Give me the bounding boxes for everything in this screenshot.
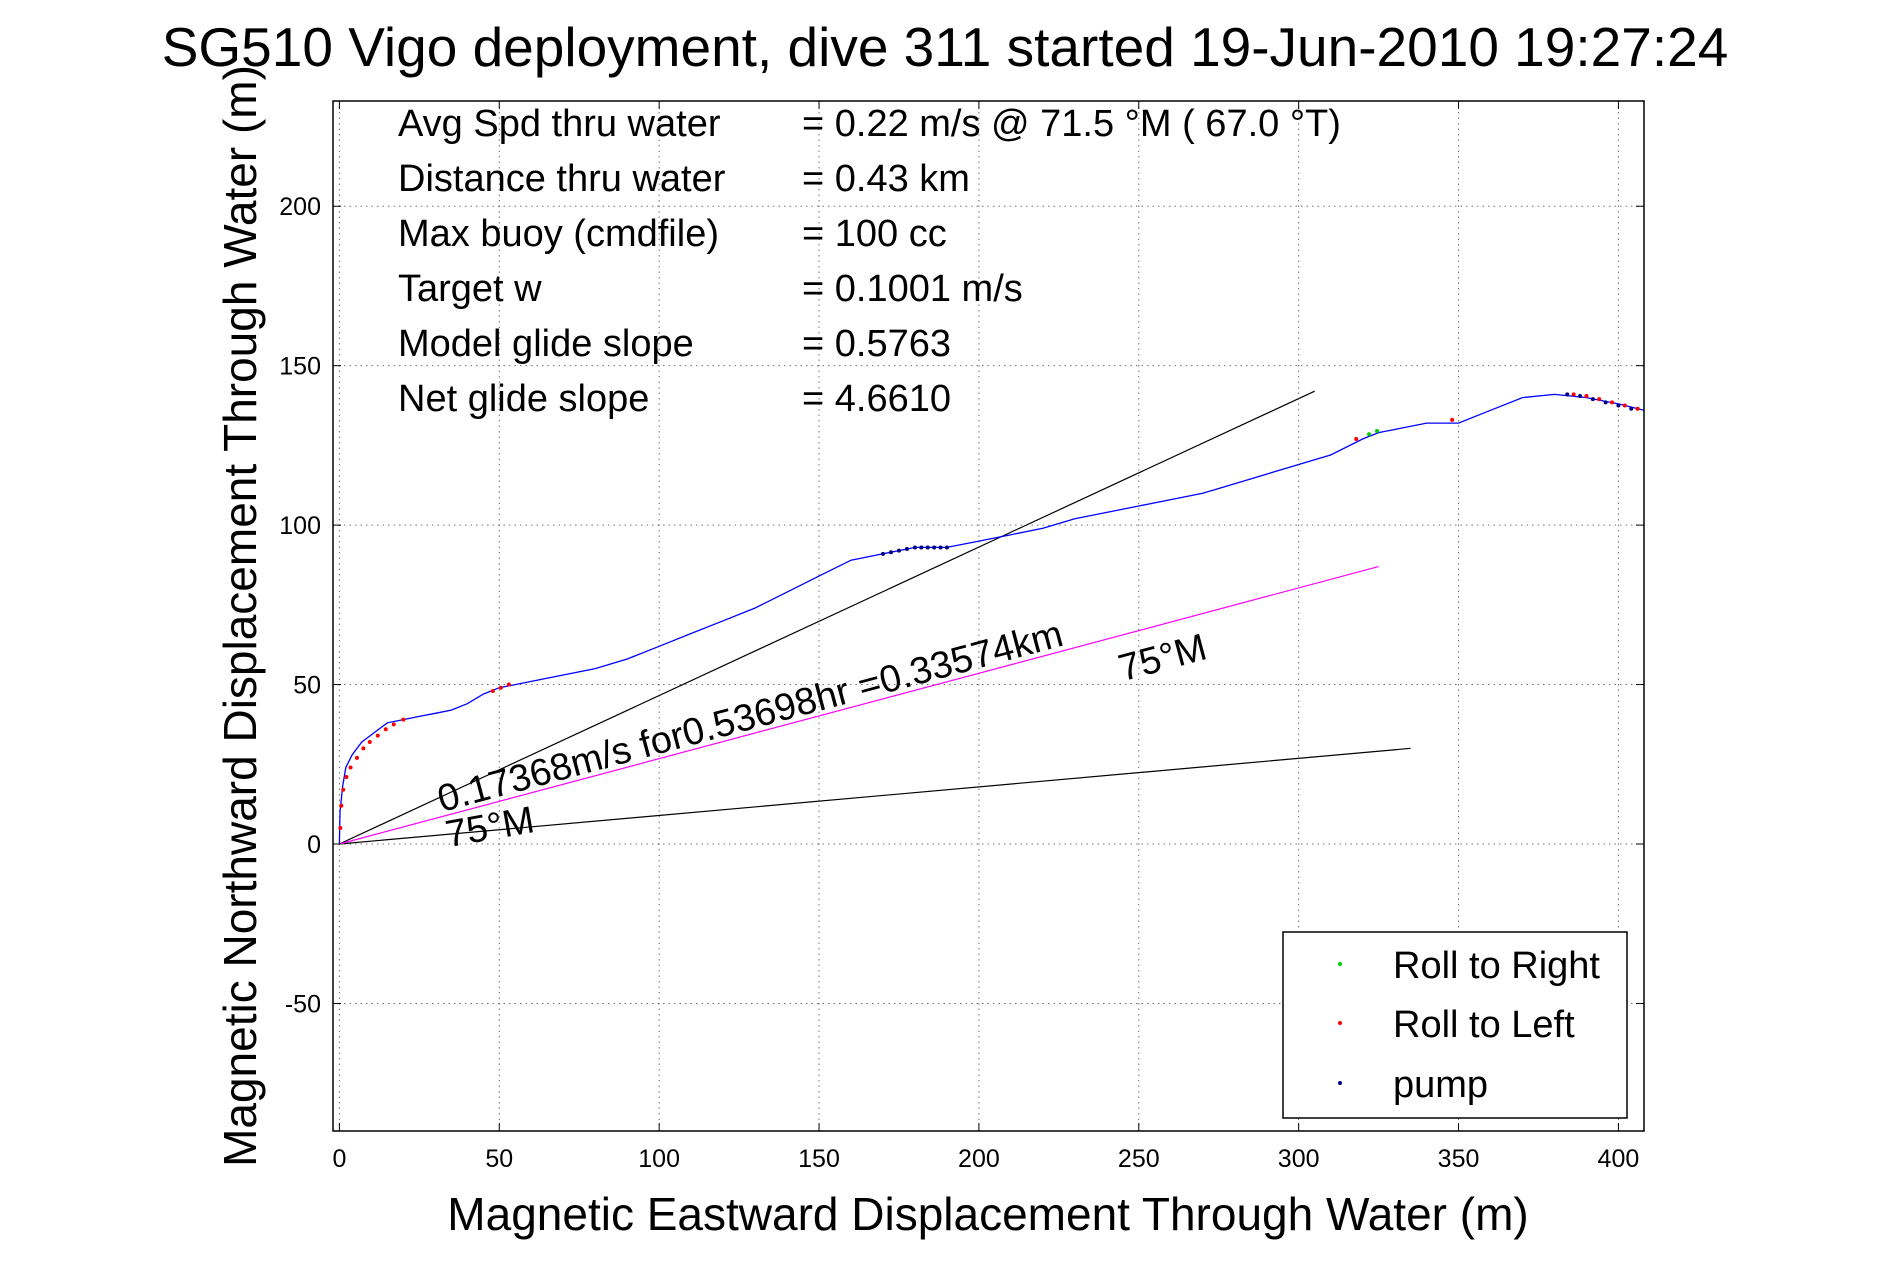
roll-left-marker xyxy=(1584,393,1589,398)
roll-left-marker xyxy=(341,787,346,792)
chart-title: SG510 Vigo deployment, dive 311 started … xyxy=(162,16,1729,78)
y-axis-label: Magnetic Northward Displacement Through … xyxy=(214,65,266,1167)
current-vector-line xyxy=(339,565,1379,845)
y-tick-label: 0 xyxy=(307,831,321,859)
info-value-model-glide: = 0.5763 xyxy=(802,323,951,365)
pump-marker xyxy=(1590,397,1595,402)
pump-marker xyxy=(944,545,949,550)
x-tick-label: 350 xyxy=(1438,1145,1480,1173)
roll-left-marker xyxy=(339,803,344,808)
pump-marker xyxy=(1578,393,1583,398)
roll-right-marker xyxy=(1367,432,1372,437)
pump-marker xyxy=(932,545,937,550)
plot-frame xyxy=(332,100,1645,1132)
roll-left-marker xyxy=(1597,397,1602,402)
pump-marker xyxy=(896,548,901,553)
legend-marker-roll-right xyxy=(1338,962,1342,966)
heading-label-upper: 75°M xyxy=(1114,626,1211,690)
roll-left-marker xyxy=(361,746,366,751)
roll-left-marker xyxy=(391,722,396,727)
roll-left-marker xyxy=(506,682,511,687)
y-tick-label: 150 xyxy=(279,353,321,381)
roll-left-marker xyxy=(367,739,372,744)
info-label-avg-speed: Avg Spd thru water xyxy=(398,103,721,145)
legend-marker-pump xyxy=(1338,1081,1342,1085)
y-tick-label: -50 xyxy=(285,990,321,1018)
roll-left-marker xyxy=(348,765,353,770)
info-value-distance: = 0.43 km xyxy=(802,158,970,200)
model-glide-line-lower xyxy=(339,747,1411,845)
pump-marker xyxy=(925,545,930,550)
legend-label-roll-left: Roll to Left xyxy=(1393,1004,1575,1046)
pump-marker xyxy=(1629,406,1634,411)
plot-annotations: 0.17368m/s for0.53698hr =0.33574km 75°M75… xyxy=(433,613,1211,856)
pump-marker xyxy=(912,545,917,550)
roll-left-marker xyxy=(375,733,380,738)
x-tick-label: 300 xyxy=(1278,1145,1320,1173)
y-tick-label: 200 xyxy=(279,193,321,221)
legend-label-roll-right: Roll to Right xyxy=(1393,945,1600,987)
plot-marks xyxy=(338,390,1645,845)
x-tick-label: 150 xyxy=(798,1145,840,1173)
pump-marker xyxy=(1603,400,1608,405)
roll-left-marker xyxy=(344,775,349,780)
roll-left-marker xyxy=(1571,392,1576,397)
pump-marker xyxy=(888,550,893,555)
info-label-net-glide: Net glide slope xyxy=(398,378,649,420)
info-label-model-glide: Model glide slope xyxy=(398,323,694,365)
roll-left-marker xyxy=(498,685,503,690)
info-value-target-w: = 0.1001 m/s xyxy=(802,268,1023,310)
info-label-max-buoy: Max buoy (cmdfile) xyxy=(398,213,719,255)
info-text-block: Avg Spd thru water = 0.22 m/s @ 71.5 °M … xyxy=(398,103,1341,420)
info-value-avg-speed: = 0.22 m/s @ 71.5 °M ( 67.0 °T) xyxy=(802,103,1341,145)
roll-right-marker xyxy=(1375,429,1380,434)
pump-marker xyxy=(1565,392,1570,397)
roll-left-marker xyxy=(383,727,388,732)
roll-left-marker xyxy=(1450,417,1455,422)
y-tick-label: 100 xyxy=(279,512,321,540)
pump-marker xyxy=(919,545,924,550)
roll-left-marker xyxy=(1354,437,1359,442)
info-label-distance: Distance thru water xyxy=(398,158,726,200)
roll-left-marker xyxy=(1610,400,1615,405)
model-glide-line-upper xyxy=(339,390,1315,845)
speed-annotation: 0.17368m/s for0.53698hr =0.33574km xyxy=(433,613,1067,821)
roll-left-marker xyxy=(1635,406,1640,411)
legend-label-pump: pump xyxy=(1393,1064,1488,1106)
x-tick-label: 0 xyxy=(332,1145,346,1173)
y-tick-label: 50 xyxy=(293,672,321,700)
roll-left-marker xyxy=(1622,403,1627,408)
info-value-net-glide: = 4.6610 xyxy=(802,378,951,420)
info-value-max-buoy: = 100 cc xyxy=(802,213,947,255)
x-tick-label: 400 xyxy=(1598,1145,1640,1173)
x-tick-label: 50 xyxy=(485,1145,513,1173)
info-label-target-w: Target w xyxy=(398,268,542,310)
x-tick-label: 100 xyxy=(638,1145,680,1173)
roll-left-marker xyxy=(490,688,495,693)
pump-marker xyxy=(880,551,885,556)
axis-ticks: 0 50 100 150 200 250 300 350 400 -50 0 50 100 150 200 xyxy=(279,101,1644,1173)
pump-marker xyxy=(1616,403,1621,408)
legend: Roll to Right Roll to Left pump xyxy=(1282,931,1628,1119)
x-axis-label: Magnetic Eastward Displacement Through W… xyxy=(447,1188,1528,1240)
pump-marker xyxy=(938,545,943,550)
roll-left-marker xyxy=(401,717,406,722)
pump-marker xyxy=(904,547,909,552)
x-tick-label: 250 xyxy=(1118,1145,1160,1173)
roll-left-marker xyxy=(338,826,343,831)
x-tick-label: 200 xyxy=(958,1145,1000,1173)
legend-marker-roll-left xyxy=(1338,1021,1342,1025)
roll-left-marker xyxy=(354,755,359,760)
